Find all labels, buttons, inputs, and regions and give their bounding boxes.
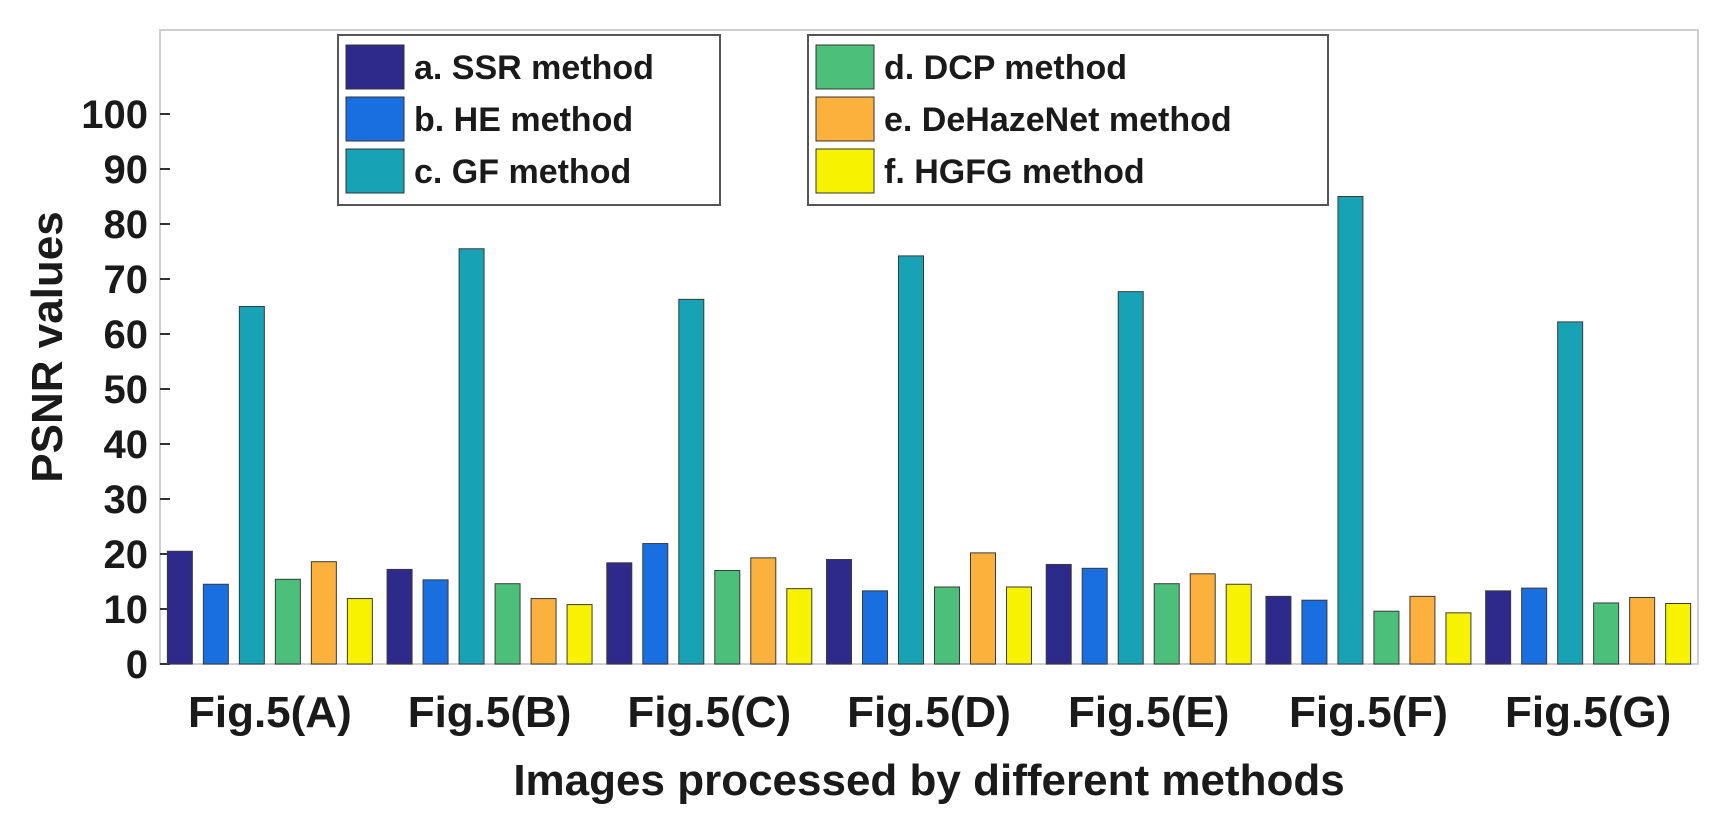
bar: [346, 598, 373, 665]
bar: [1153, 583, 1180, 665]
bar: [862, 590, 888, 665]
x-axis-ticks: Fig.5(A) Fig.5(B) Fig.5(C) Fig.5(D) Fig.5(E)…: [188, 688, 1671, 737]
legend-entry-label: c. GF method: [414, 153, 631, 191]
bar: [1225, 583, 1252, 665]
legend-swatch: [815, 44, 875, 90]
y-tick-label: 80: [104, 203, 149, 247]
y-tick-label: 70: [104, 258, 149, 302]
legend-entry-label: b. HE method: [414, 101, 633, 139]
x-axis-label: Images processed by different methods: [513, 756, 1344, 805]
bar: [1081, 567, 1108, 665]
y-tick-label: 40: [104, 423, 149, 467]
x-tick-label: Fig.5(E): [1068, 688, 1229, 737]
y-tick-label: 10: [104, 588, 149, 632]
legend-swatch: [815, 96, 875, 142]
legend-box: [807, 34, 1329, 206]
bar: [1373, 610, 1400, 665]
legend-swatch: [345, 44, 405, 90]
x-tick-label: Fig.5(F): [1289, 688, 1448, 737]
bar: [1337, 196, 1364, 665]
bar: [274, 578, 301, 665]
bar: [386, 568, 413, 665]
bar: [238, 306, 265, 665]
bar: [606, 562, 633, 665]
bar: [566, 604, 593, 665]
bar: [1629, 596, 1656, 665]
bar: [310, 561, 337, 665]
legend-entry-label: a. SSR method: [414, 49, 654, 87]
bar: [1521, 587, 1548, 665]
x-tick-label: Fig.5(D): [847, 688, 1011, 737]
legend-entry-label: f. HGFG method: [884, 153, 1145, 191]
y-tick-label: 60: [104, 313, 149, 357]
bar: [786, 588, 813, 665]
bar: [166, 550, 193, 665]
bar: [1593, 602, 1620, 665]
legend-entry-label: d. DCP method: [884, 49, 1127, 87]
bar: [1665, 603, 1692, 665]
x-tick-label: Fig.5(A): [188, 688, 352, 737]
bar: [530, 598, 557, 665]
bar: [422, 579, 449, 665]
x-tick-label: Fig.5(G): [1505, 688, 1671, 737]
bar: [898, 255, 924, 665]
bar: [1189, 573, 1216, 665]
bar: [714, 570, 741, 665]
bars-group: [166, 196, 1692, 665]
y-axis-label: PSNR values: [23, 211, 72, 482]
bar: [1409, 595, 1436, 665]
bar: [678, 298, 705, 665]
legend: a. SSR method b. HE method c. GF method d. …: [337, 34, 1329, 206]
y-tick-label: 20: [104, 533, 149, 577]
bar: [1485, 590, 1512, 665]
legend-swatch: [815, 148, 875, 194]
bar: [1265, 595, 1292, 665]
x-tick-label: Fig.5(C): [627, 688, 791, 737]
y-tick-label: 50: [104, 368, 149, 412]
y-axis-ticks: 0 10 20 30 40 50 60 70 80 90 100: [81, 93, 170, 687]
y-tick-label: 0: [126, 643, 148, 687]
bar: [458, 248, 485, 665]
bar: [494, 583, 521, 665]
bar: [1557, 321, 1584, 665]
y-tick-label: 90: [104, 148, 149, 192]
legend-swatch: [345, 96, 405, 142]
legend-entry-label: e. DeHazeNet method: [884, 101, 1232, 139]
y-tick-label: 100: [81, 93, 148, 137]
bar: [1301, 599, 1328, 665]
bar: [1117, 291, 1144, 665]
x-tick-label: Fig.5(B): [408, 688, 572, 737]
bar: [934, 586, 960, 665]
bar: [1445, 612, 1472, 665]
bar: [1006, 586, 1032, 665]
y-tick-label: 30: [104, 478, 149, 522]
bar: [750, 557, 777, 665]
bar: [642, 543, 669, 665]
bar: [970, 552, 996, 665]
bar: [202, 583, 229, 665]
bar: [1045, 563, 1072, 665]
legend-swatch: [345, 148, 405, 194]
bar: [826, 559, 852, 665]
